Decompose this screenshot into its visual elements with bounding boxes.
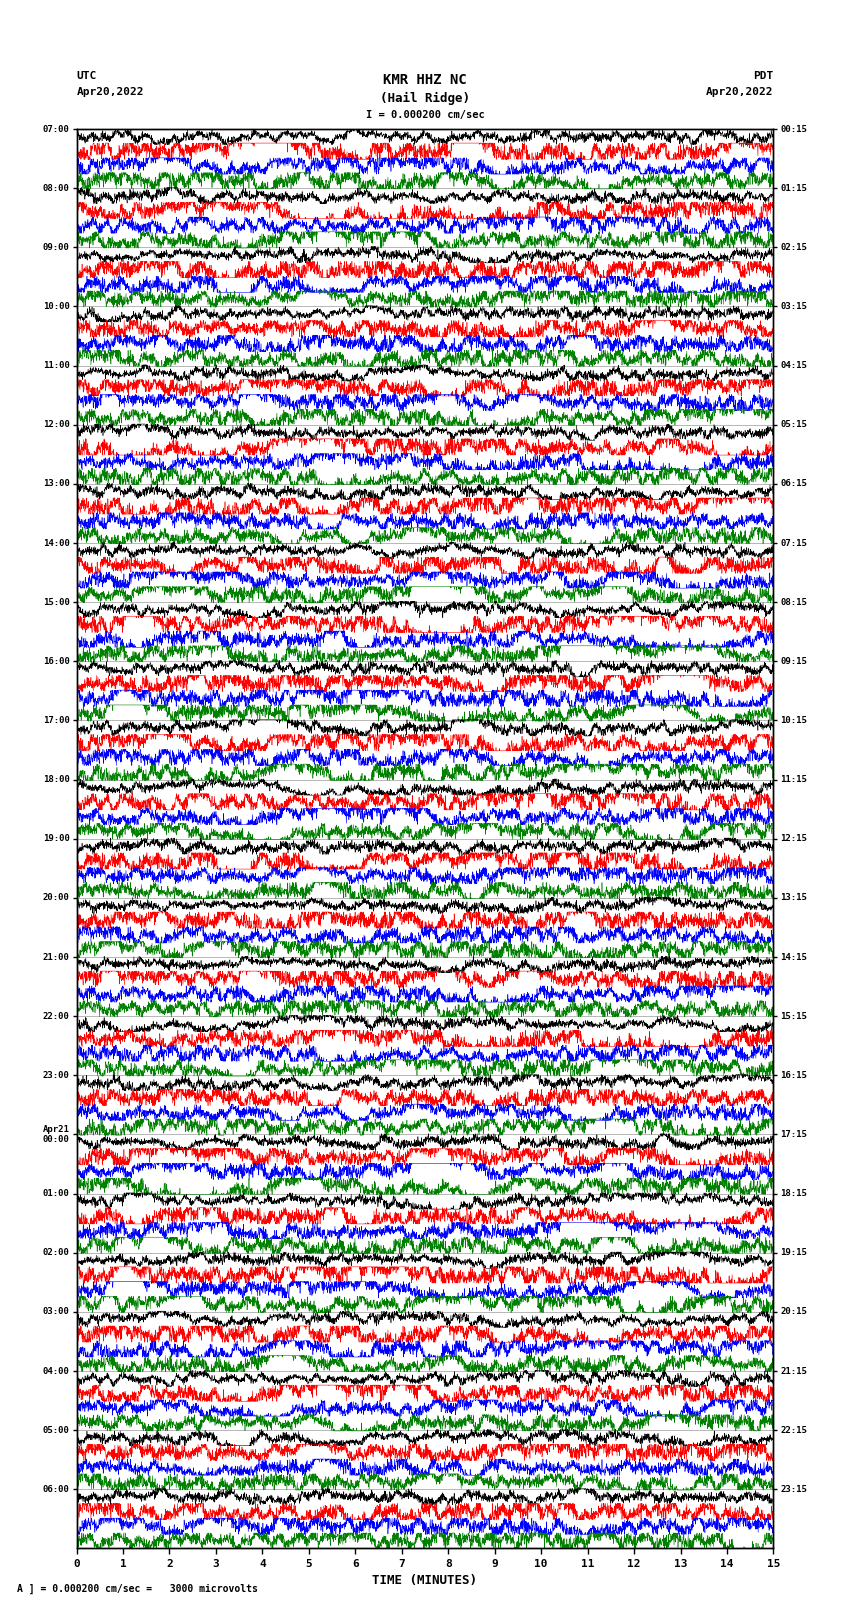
Text: PDT: PDT: [753, 71, 774, 81]
Text: UTC: UTC: [76, 71, 97, 81]
Text: (Hail Ridge): (Hail Ridge): [380, 92, 470, 105]
Text: I = 0.000200 cm/sec: I = 0.000200 cm/sec: [366, 110, 484, 119]
Text: Apr20,2022: Apr20,2022: [706, 87, 774, 97]
Text: KMR HHZ NC: KMR HHZ NC: [383, 73, 467, 87]
Text: Apr20,2022: Apr20,2022: [76, 87, 144, 97]
X-axis label: TIME (MINUTES): TIME (MINUTES): [372, 1574, 478, 1587]
Text: A ] = 0.000200 cm/sec =   3000 microvolts: A ] = 0.000200 cm/sec = 3000 microvolts: [17, 1584, 258, 1594]
